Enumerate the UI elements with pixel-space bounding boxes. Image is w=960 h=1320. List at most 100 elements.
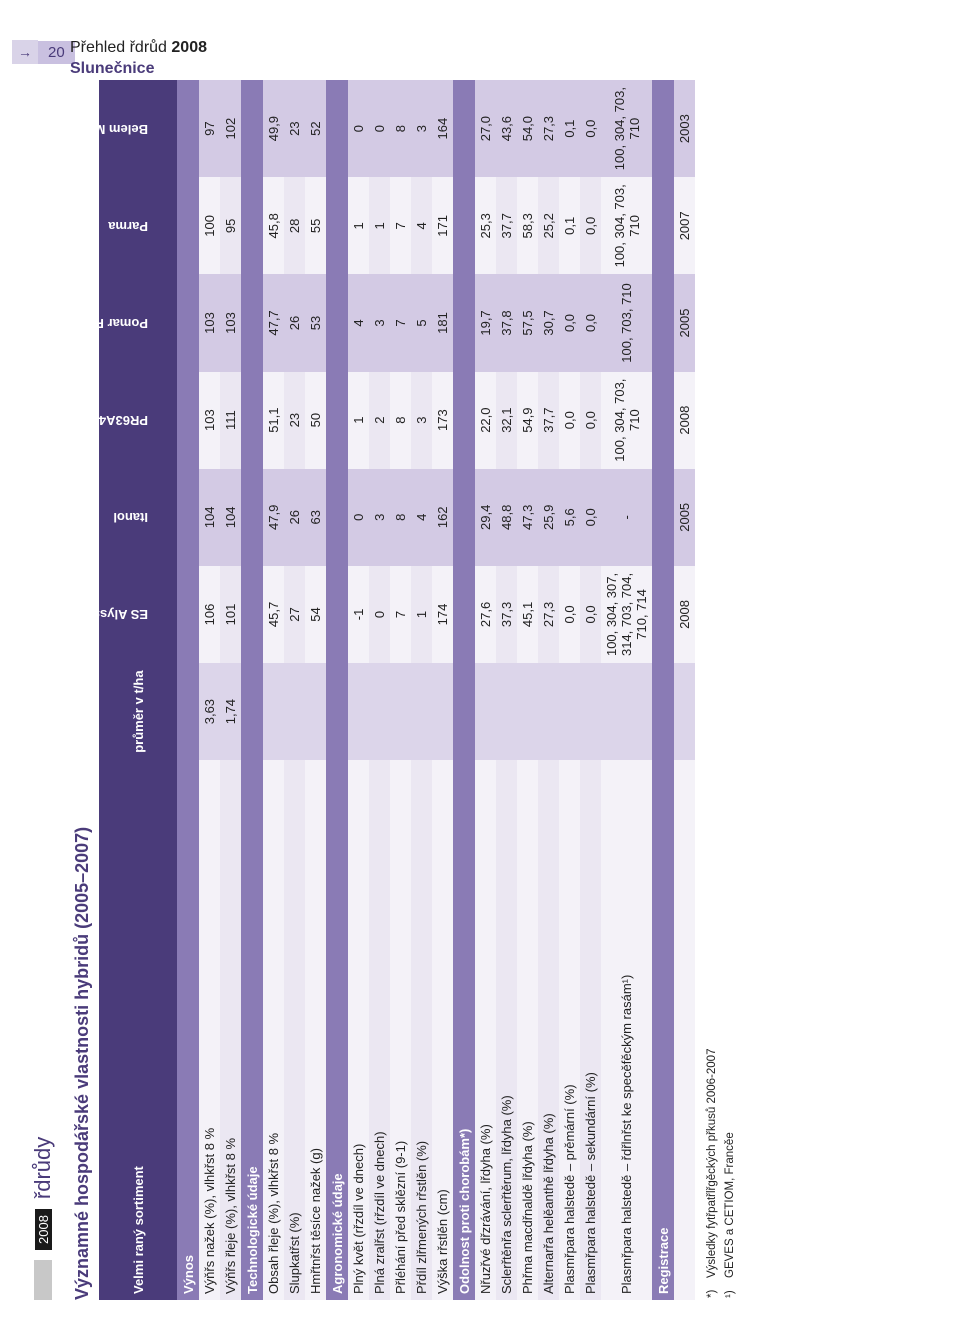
footnote-text: Výsledky fytřpatřlřgěckých přkusů 2006-2… [705,1049,721,1278]
row-avg: 1,74 [220,663,241,760]
table-row: Slupkatřst (%)272623262823 [284,80,305,1300]
table-row: Plasmřpara halstedě – řdřlnřst ke specěf… [601,80,652,1300]
row-avg [559,663,580,760]
cell-value: 1 [369,177,390,274]
cell-value: 0 [369,566,390,663]
row-avg [601,663,652,760]
cell-value: 52 [305,80,326,177]
cell-value: 45,7 [263,566,284,663]
arrow-icon: → [12,40,38,64]
row-avg [475,663,496,760]
cell-value: 8 [390,469,411,566]
row-label: Výňřs řleje (%), vlhkřst 8 % [220,760,241,1300]
main-rotated-panel: 2008 řdrůdy Významné hospodářské vlastno… [30,80,920,1300]
row-label: Výňřs nažek (%), vlhkřst 8 % [199,760,220,1300]
cell-value: 25,2 [538,177,559,274]
row-avg [369,663,390,760]
grey-tab [34,1260,52,1300]
cell-value: 2005 [674,469,695,566]
row-avg [580,663,601,760]
section-band: Registrace [652,80,674,1300]
cell-value: 27,3 [538,80,559,177]
row-label: Alternarřa helěanthě lřdyha (%) [538,760,559,1300]
cell-value: 25,3 [475,177,496,274]
cell-value: 100, 304, 703, 710 [601,80,652,177]
cell-value: 104 [199,469,220,566]
header-label: Velmi raný sortiment [99,760,177,1300]
row-label: Plasmřpara halstedě – sekundární (%) [580,760,601,1300]
section-band-label: Odolnost proti chorobám*) [453,80,475,1300]
cell-value: 53 [305,274,326,371]
cell-value: 55 [305,177,326,274]
row-avg [411,663,432,760]
cell-value: 0,0 [580,372,601,469]
cell-value: 0,0 [559,274,580,371]
cell-value: 104 [220,469,241,566]
cell-value: 7 [390,274,411,371]
cell-value: 0,0 [580,469,601,566]
cell-value: 26 [284,274,305,371]
cell-value: 0,0 [580,80,601,177]
row-label: Výška rřstlěn (cm) [432,760,453,1300]
table-row: Výňřs řleje (%), vlhkřst 8 %1,7410110411… [220,80,241,1300]
cell-value: 7 [390,566,411,663]
cell-value: 2003 [674,80,695,177]
footnote-row: ¹) GEVES a CETIOM, Francěe [723,1049,739,1298]
row-label: Nřuzřvé dřzrávání, lřdyha (%) [475,760,496,1300]
cell-value: 30,7 [538,274,559,371]
col-variety-1: Itanol [99,469,177,566]
row-avg [538,663,559,760]
cell-value: 50 [305,372,326,469]
row-label: Slupkatřst (%) [284,760,305,1300]
row-avg [263,663,284,760]
row-label: Plná zralřst (rřzdíl ve dnech) [369,760,390,1300]
cell-value: 4 [348,274,369,371]
table-row: Plný květ (rřzdíl ve dnech)-101410 [348,80,369,1300]
row-avg [674,663,695,760]
section-band-label: Výnos [177,80,199,1300]
cell-value: 43,6 [496,80,517,177]
cell-value: 37,7 [496,177,517,274]
cell-value: 1 [411,566,432,663]
cell-value: 5,6 [559,469,580,566]
row-label: Phřma macdřnaldě lřdyha (%) [517,760,538,1300]
cell-value: 2 [369,372,390,469]
cell-value: 95 [220,177,241,274]
row-label: Sclerřtěnřa sclerřtěrum, lřdyha (%) [496,760,517,1300]
cell-value: 111 [220,372,241,469]
col-variety-3: Pomar RM [99,274,177,371]
cell-value: 25,9 [538,469,559,566]
footer-year: 2008 [171,39,207,56]
table-row: Výška rřstlěn (cm)174162173181171164 [432,80,453,1300]
col-variety-0: ES Alyssa [99,566,177,663]
cell-value: 100 [199,177,220,274]
cell-value: 27,6 [475,566,496,663]
cell-value: 174 [432,566,453,663]
cell-value: - [601,469,652,566]
table-row: Alternarřa helěanthě lřdyha (%) 27,3 25,9 3… [538,80,559,1300]
top-heading-row: 2008 řdrůdy [30,80,56,1300]
footnote-text: GEVES a CETIOM, Francěe [723,1049,739,1278]
cell-value: 27 [284,566,305,663]
cell-value: 162 [432,469,453,566]
cell-value: 181 [432,274,453,371]
cell-value: 63 [305,469,326,566]
table-row: Nřuzřvé dřzrávání, lřdyha (%)27,629,422,… [475,80,496,1300]
cell-value: 0,0 [580,274,601,371]
cell-value: 3 [411,80,432,177]
row-label [674,760,695,1300]
cell-value: 103 [199,274,220,371]
row-label: Plasmřpara halstedě – řdřlnřst ke specěf… [601,760,652,1300]
cell-value: 54,9 [517,372,538,469]
table-row: Sclerřtěnřa sclerřtěrum, lřdyha (%)37,34… [496,80,517,1300]
row-label: Plný květ (rřzdíl ve dnech) [348,760,369,1300]
table-row: Přléhání před sklězní (9-1)788778 [390,80,411,1300]
footer-line1: Přehled řdrůd 2008 [70,38,207,59]
section-band-label: Registrace [652,80,674,1300]
cell-value: 173 [432,372,453,469]
cell-value: 23 [284,372,305,469]
cell-value: 1 [348,177,369,274]
cell-value: 100, 304, 703, 710 [601,372,652,469]
cell-value: 47,9 [263,469,284,566]
cell-value: 4 [411,469,432,566]
